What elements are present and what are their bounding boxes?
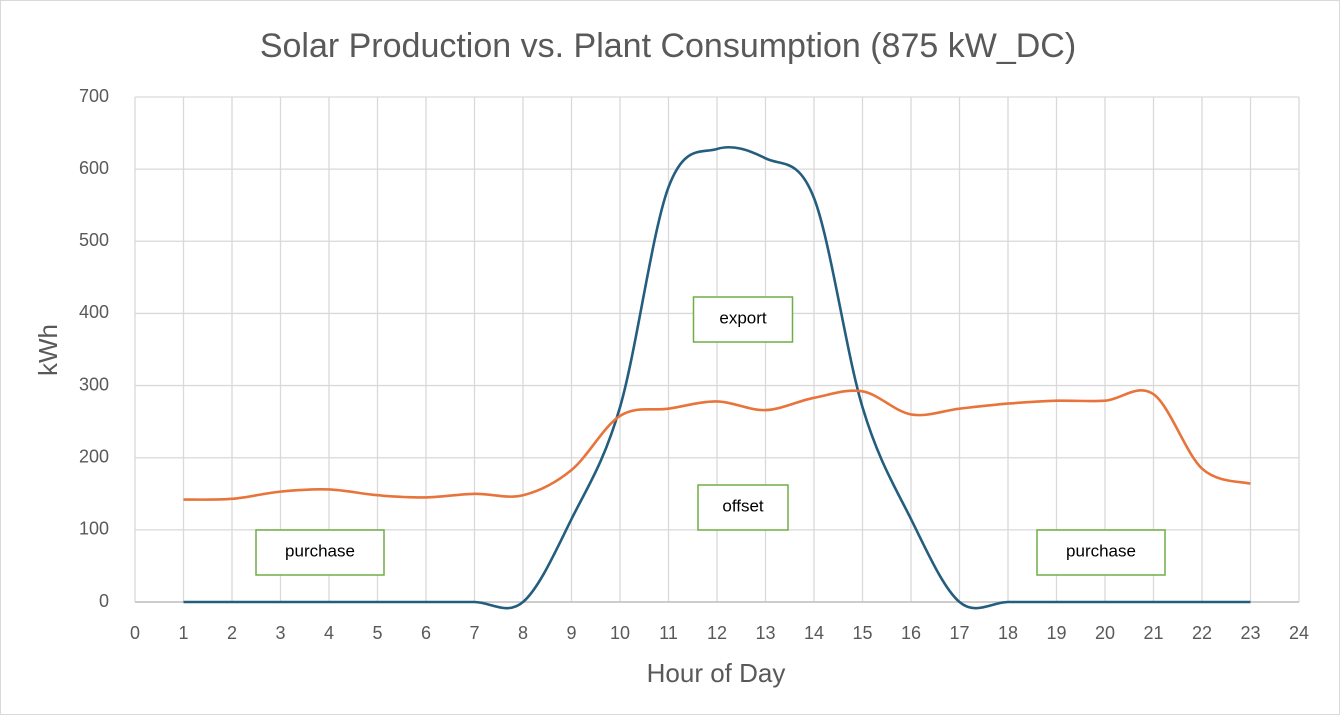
y-tick-label: 600 [79, 158, 109, 178]
x-tick-label: 5 [372, 623, 382, 643]
x-tick-label: 24 [1289, 623, 1309, 643]
y-tick-label: 100 [79, 519, 109, 539]
annotation: offset [722, 496, 764, 515]
x-tick-label: 1 [178, 623, 188, 643]
x-tick-label: 8 [518, 623, 528, 643]
x-tick-label: 20 [1095, 623, 1115, 643]
annotation: purchase [285, 541, 355, 560]
y-tick-label: 0 [99, 591, 109, 611]
x-tick-label: 17 [949, 623, 969, 643]
x-tick-label: 11 [659, 623, 678, 643]
y-tick-label: 400 [79, 302, 109, 322]
series-line [183, 389, 1251, 501]
y-tick-label: 700 [79, 86, 109, 106]
annotation: export [719, 308, 767, 327]
y-tick-label: 200 [79, 446, 109, 466]
series-line [183, 145, 1251, 610]
annotation-box [697, 484, 789, 531]
x-tick-label: 7 [469, 623, 479, 643]
x-tick-label: 13 [755, 623, 775, 643]
x-tick-label: 19 [1046, 623, 1066, 643]
x-tick-label: 10 [610, 623, 630, 643]
y-axis-label: kWh [33, 324, 63, 376]
x-tick-label: 0 [130, 623, 140, 643]
x-tick-label: 4 [324, 623, 334, 643]
chart-title: Solar Production vs. Plant Consumption (… [260, 27, 1076, 65]
x-tick-label: 15 [852, 623, 872, 643]
x-tick-label: 16 [901, 623, 921, 643]
x-tick-label: 18 [998, 623, 1018, 643]
annotation-box [1036, 529, 1166, 576]
x-tick-label: 3 [275, 623, 285, 643]
annotation-box [692, 296, 794, 343]
y-tick-label: 300 [79, 374, 109, 394]
y-tick-label: 500 [79, 230, 109, 250]
x-tick-label: 2 [227, 623, 237, 643]
x-tick-label: 21 [1143, 623, 1163, 643]
x-tick-label: 6 [421, 623, 431, 643]
x-tick-label: 9 [566, 623, 576, 643]
annotation-box [255, 529, 385, 576]
x-tick-label: 22 [1192, 623, 1212, 643]
x-tick-label: 23 [1240, 623, 1260, 643]
annotation: purchase [1066, 541, 1136, 560]
x-tick-label: 14 [804, 623, 824, 643]
x-tick-label: 12 [707, 623, 727, 643]
x-axis-label: Hour of Day [647, 658, 786, 688]
